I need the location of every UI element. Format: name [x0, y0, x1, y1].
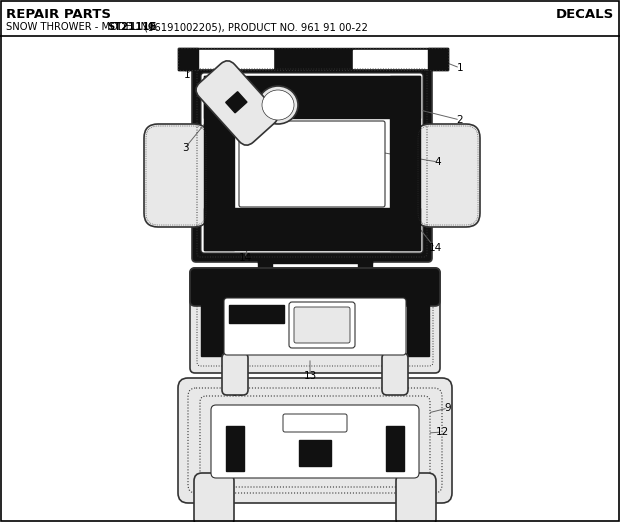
Text: 14: 14 [238, 253, 252, 263]
FancyBboxPatch shape [200, 396, 430, 487]
Bar [226, 426, 244, 471]
FancyBboxPatch shape [197, 275, 433, 366]
FancyBboxPatch shape [201, 73, 423, 253]
FancyBboxPatch shape [283, 414, 347, 432]
Bar [258, 258, 272, 276]
Text: 1: 1 [457, 63, 463, 73]
Bar [178, 48, 448, 70]
Text: SNOW THROWER - MODEL NO.: SNOW THROWER - MODEL NO. [6, 22, 162, 32]
FancyBboxPatch shape [188, 388, 442, 493]
Text: 2: 2 [457, 115, 463, 125]
Ellipse shape [258, 86, 298, 124]
Bar [390, 76, 420, 250]
Bar [198, 50, 273, 68]
Bar [428, 48, 448, 70]
Bar [195, 287, 435, 301]
Text: 12: 12 [435, 427, 449, 437]
Bar [204, 76, 420, 118]
Bar [258, 258, 372, 263]
Text: 9: 9 [445, 403, 451, 413]
Text: eReplacementParts.com: eReplacementParts.com [225, 278, 395, 292]
FancyBboxPatch shape [190, 268, 440, 373]
Bar [386, 426, 404, 471]
FancyBboxPatch shape [396, 473, 436, 522]
Bar [353, 50, 428, 68]
Text: 4: 4 [435, 157, 441, 167]
Text: 14: 14 [428, 243, 441, 253]
FancyBboxPatch shape [211, 405, 419, 478]
Bar [291, 52, 335, 66]
Bar [283, 50, 343, 68]
Bar [407, 301, 429, 356]
FancyBboxPatch shape [289, 302, 355, 348]
Text: 6: 6 [312, 479, 318, 489]
Bar [201, 301, 223, 356]
FancyBboxPatch shape [222, 353, 248, 395]
Ellipse shape [262, 90, 294, 120]
FancyBboxPatch shape [382, 353, 408, 395]
FancyBboxPatch shape [239, 121, 385, 207]
FancyBboxPatch shape [192, 64, 432, 262]
FancyBboxPatch shape [144, 124, 208, 227]
Text: 13: 13 [303, 371, 317, 381]
Text: 1: 1 [184, 70, 190, 80]
Text: 11: 11 [221, 415, 234, 425]
FancyBboxPatch shape [416, 124, 480, 227]
Text: 3: 3 [182, 143, 188, 153]
Text: REPAIR PARTS: REPAIR PARTS [6, 8, 111, 21]
Bar [226, 92, 247, 113]
Text: 10: 10 [231, 395, 244, 405]
Text: ST2111E: ST2111E [107, 22, 156, 32]
FancyBboxPatch shape [196, 61, 278, 145]
Text: DECALS: DECALS [556, 8, 614, 21]
Text: 5: 5 [255, 343, 261, 353]
Bar [299, 440, 331, 466]
FancyBboxPatch shape [294, 307, 350, 343]
FancyBboxPatch shape [224, 298, 406, 355]
Bar [178, 48, 448, 70]
Bar [178, 48, 198, 70]
FancyBboxPatch shape [178, 378, 452, 503]
FancyBboxPatch shape [190, 268, 440, 306]
Bar [204, 76, 234, 250]
FancyBboxPatch shape [194, 473, 234, 522]
Text: (96191002205), PRODUCT NO. 961 91 00-22: (96191002205), PRODUCT NO. 961 91 00-22 [141, 22, 368, 32]
Bar [229, 305, 284, 323]
Bar [358, 258, 372, 276]
Bar [204, 208, 420, 250]
